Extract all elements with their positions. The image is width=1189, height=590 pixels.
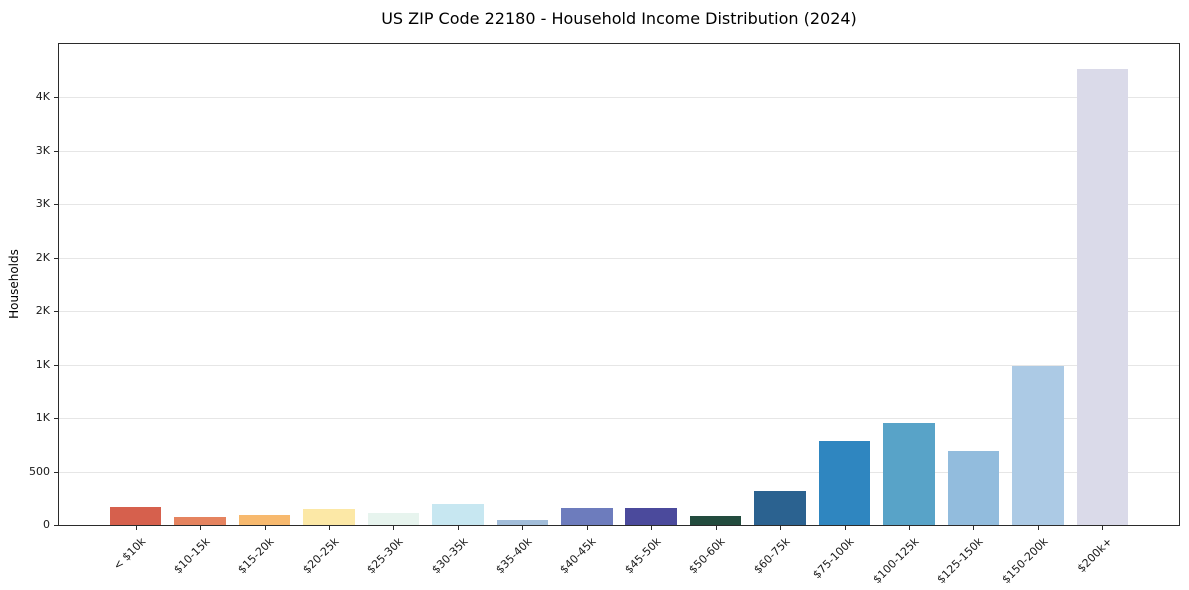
bar-60-75k: [754, 490, 806, 525]
y-tick-mark: [54, 97, 58, 99]
y-tick-label: 0: [43, 518, 50, 531]
bar-200k: [1076, 68, 1129, 525]
x-tick-label: $60-75k: [751, 535, 793, 577]
gridline: [59, 257, 1179, 259]
x-tick-mark: [393, 526, 395, 530]
y-tick-label: 2K: [35, 304, 50, 318]
x-tick-mark: [908, 526, 910, 530]
x-tick-label: $35-40k: [493, 535, 535, 577]
gridline: [59, 311, 1179, 313]
bar-75-100k: [818, 440, 871, 525]
gridline: [59, 150, 1179, 152]
x-tick-mark: [457, 526, 459, 530]
y-tick-mark: [54, 311, 58, 313]
x-tick-label: $15-20k: [235, 535, 277, 577]
gridline: [59, 204, 1179, 206]
x-tick-mark: [651, 526, 653, 530]
bar-40-45k: [561, 508, 613, 525]
x-tick-mark: [586, 526, 588, 530]
x-tick-label: $25-30k: [364, 535, 406, 577]
y-tick-mark: [54, 204, 58, 206]
y-tick-mark: [54, 150, 58, 152]
x-tick-label: $75-100k: [810, 535, 857, 582]
x-tick-label: $10-15k: [171, 535, 213, 577]
y-tick-mark: [54, 471, 58, 473]
x-tick-label: $40-45k: [557, 535, 599, 577]
bar-100-125k: [883, 423, 935, 525]
x-tick-label: $200k+: [1074, 535, 1115, 576]
x-tick-mark: [264, 526, 266, 530]
x-tick-label: $50-60k: [686, 535, 728, 577]
x-tick-mark: [844, 526, 846, 530]
y-tick-label: 2K: [35, 250, 50, 264]
x-tick-mark: [522, 526, 524, 530]
x-tick-label: $20-25k: [299, 535, 342, 577]
x-tick-mark: [135, 526, 137, 530]
y-tick-mark: [54, 257, 58, 259]
x-tick-mark: [715, 526, 717, 530]
y-tick-label: 3K: [35, 197, 50, 211]
gridline: [59, 418, 1179, 420]
gridline: [59, 364, 1179, 366]
bar-50-60k: [689, 516, 742, 525]
bar-125-150k: [947, 450, 1000, 525]
bar-20-25k: [303, 508, 355, 525]
plot-area: [58, 43, 1180, 526]
y-tick-mark: [54, 525, 58, 526]
y-tick-label: 1K: [35, 411, 50, 425]
x-tick-mark: [973, 526, 975, 530]
bar-25-30k: [367, 513, 420, 525]
x-tick-label: $150-200k: [998, 535, 1051, 587]
chart-title: US ZIP Code 22180 - Household Income Dis…: [381, 9, 857, 28]
x-tick-label: < $10k: [110, 535, 148, 573]
x-tick-label: $30-35k: [428, 535, 471, 577]
x-tick-mark: [780, 526, 782, 530]
y-tick-label: 500: [29, 464, 50, 478]
x-tick-mark: [200, 526, 202, 530]
gridline: [59, 97, 1179, 99]
bar-45-50k: [625, 507, 677, 525]
x-tick-label: $45-50k: [622, 535, 664, 577]
x-tick-mark: [1102, 526, 1104, 530]
x-tick-label: $100-125k: [870, 535, 922, 587]
bar-10k: [109, 506, 162, 525]
gridline: [59, 471, 1179, 473]
x-tick-mark: [329, 526, 330, 530]
y-tick-label: 4K: [35, 90, 50, 104]
bar-150-200k: [1012, 365, 1064, 525]
y-tick-label: 1K: [35, 357, 50, 371]
y-tick-mark: [54, 364, 58, 366]
x-tick-label: $125-150k: [934, 535, 986, 587]
bar-10-15k: [174, 516, 226, 525]
bar-15-20k: [238, 515, 291, 525]
bar-30-35k: [432, 504, 484, 525]
y-tick-mark: [54, 418, 58, 420]
bar-35-40k: [496, 520, 549, 525]
x-tick-mark: [1037, 526, 1039, 530]
y-tick-label: 3K: [35, 143, 50, 157]
